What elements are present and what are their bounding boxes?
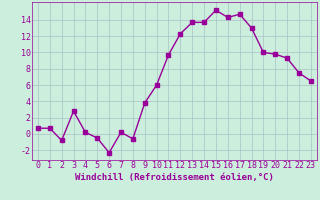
X-axis label: Windchill (Refroidissement éolien,°C): Windchill (Refroidissement éolien,°C) xyxy=(75,173,274,182)
